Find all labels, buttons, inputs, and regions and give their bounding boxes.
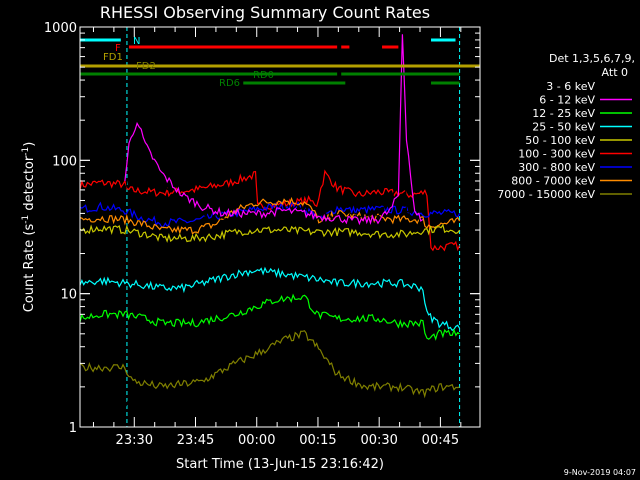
series-line-0 <box>79 169 461 252</box>
flag-label-0: N <box>133 36 140 47</box>
footer-date: 9-Nov-2019 04:07 <box>564 468 636 477</box>
y-axis-label-sup2: -1 <box>21 147 31 156</box>
series-line-5 <box>124 34 424 226</box>
legend-header-1: Det 1,3,5,6,7,9, <box>549 52 635 65</box>
legend-label-7: 800 - 7000 keV <box>511 175 595 188</box>
legend-label-5: 100 - 300 keV <box>518 148 595 161</box>
legend-label-8: 7000 - 15000 keV <box>497 188 595 201</box>
plot-frame <box>79 26 481 428</box>
legend-label-2: 12 - 25 keV <box>532 107 595 120</box>
flag-label-3: FD2 <box>136 61 156 72</box>
legend-label-0: 3 - 6 keV <box>546 80 595 93</box>
y-axis-label-main: Count Rate (s <box>22 224 37 313</box>
y-tick-label-0: 1 <box>69 421 77 436</box>
flag-label-2: FD1 <box>103 52 123 63</box>
series-line-6 <box>79 266 461 332</box>
series-line-9 <box>79 395 461 429</box>
flag-label-1: F <box>115 43 121 54</box>
series-line-3 <box>79 223 461 243</box>
y-axis-label-mid: detector <box>22 155 37 215</box>
chart-title: RHESSI Observing Summary Count Rates <box>100 3 430 22</box>
y-tick-label-3: 1000 <box>44 21 77 36</box>
flag-label-4: RD0 <box>253 70 274 81</box>
y-axis: 1 10 100 1000 <box>44 21 480 436</box>
y-tick-label-2: 100 <box>52 154 77 169</box>
x-tick-label-3: 00:15 <box>299 433 336 448</box>
x-axis: 23:30 23:45 00:00 00:15 00:30 00:45 <box>92 27 462 448</box>
x-tick-label-4: 00:30 <box>360 433 397 448</box>
legend-label-1: 6 - 12 keV <box>539 94 595 107</box>
x-axis-label: Start Time (13-Jun-15 23:16:42) <box>176 457 384 472</box>
series-line-7 <box>79 293 460 341</box>
y-axis-label: Count Rate (s-1 detector-1) <box>21 142 37 313</box>
series-line-8 <box>79 330 460 399</box>
x-tick-label-2: 00:00 <box>238 433 275 448</box>
legend-header-2: Att 0 <box>602 66 628 79</box>
x-tick-label-0: 23:30 <box>116 433 153 448</box>
legend-label-4: 50 - 100 keV <box>525 134 595 147</box>
flag-label-5: RD6 <box>219 78 240 89</box>
legend-label-3: 25 - 50 keV <box>532 121 595 134</box>
series-line-4 <box>124 106 424 225</box>
y-tick-label-1: 10 <box>60 288 77 303</box>
legend-label-6: 300 - 800 keV <box>518 161 595 174</box>
series-line-2 <box>79 196 461 235</box>
y-axis-label-sup1: -1 <box>21 215 31 224</box>
x-tick-label-1: 23:45 <box>177 433 214 448</box>
y-axis-label-end: ) <box>22 142 37 147</box>
x-tick-label-5: 00:45 <box>422 433 459 448</box>
